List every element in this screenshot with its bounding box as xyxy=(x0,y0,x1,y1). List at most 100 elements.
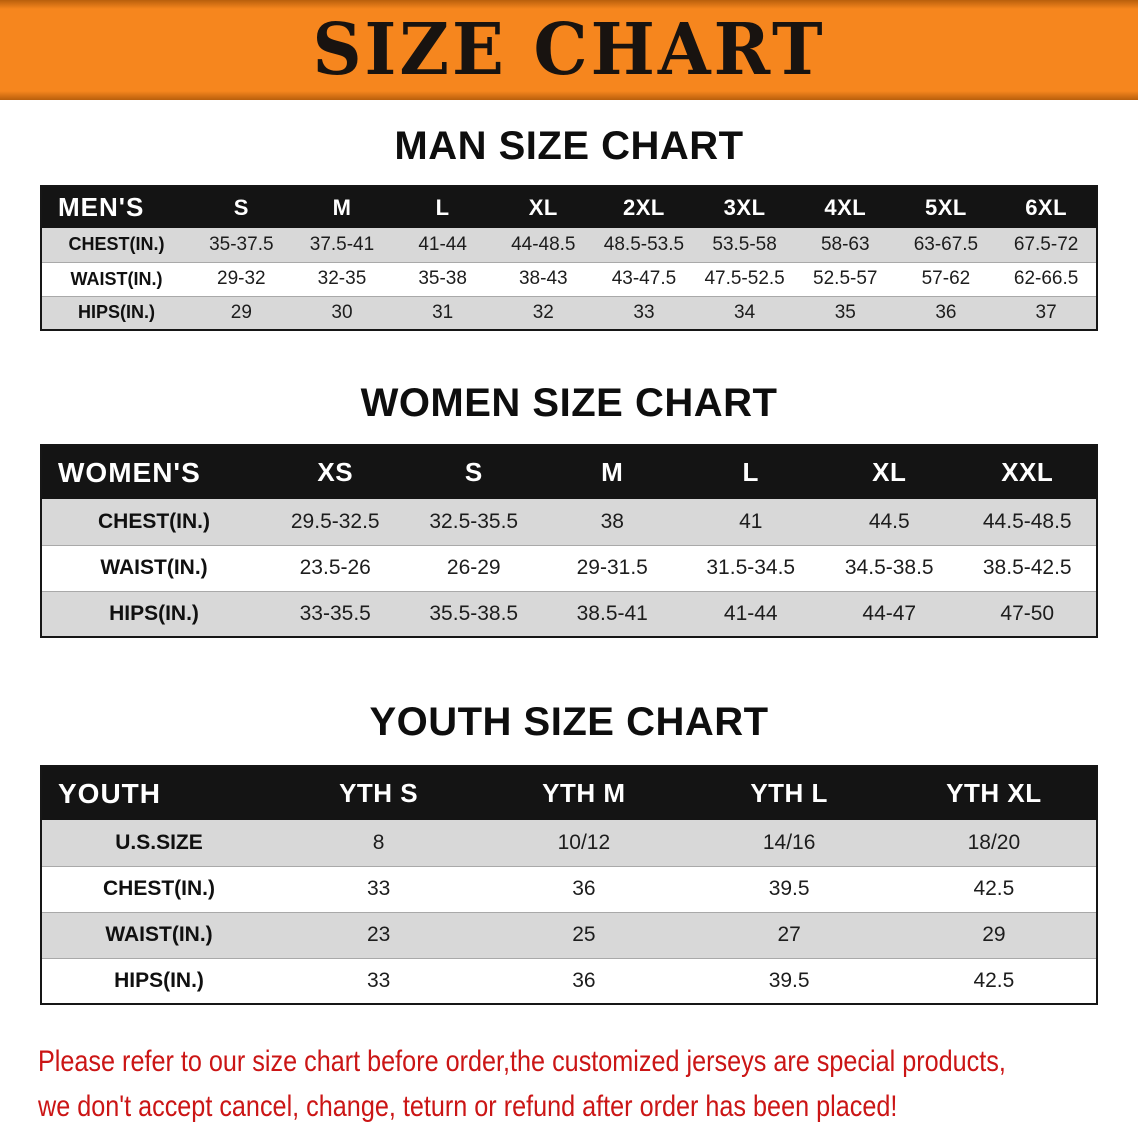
measurement-value: 57-62 xyxy=(895,261,997,296)
measurement-value: 37.5-41 xyxy=(309,233,375,255)
measurement-value: 38.5-41 xyxy=(543,590,682,637)
size-column-header: YTH S xyxy=(276,766,482,820)
measurement-value: 26-29 xyxy=(404,544,543,591)
measurement-value: 29-31.5 xyxy=(543,544,682,591)
group-label-header: WOMEN'S xyxy=(41,445,266,499)
size-column-header: L xyxy=(681,445,820,499)
size-column-header: 6XL xyxy=(996,186,1097,228)
measurement-label: CHEST(IN.) xyxy=(98,509,210,533)
measurement-row: HIPS(IN.) 33 36 39.5 42.5 xyxy=(41,957,1097,1004)
measurement-value: 27 xyxy=(686,911,892,958)
measurement-value: 36 xyxy=(481,865,687,912)
measurement-label: WAIST(IN.) xyxy=(41,261,191,296)
measurement-value: 31.5-34.5 xyxy=(681,544,820,591)
men-chart-heading: MAN SIZE CHART xyxy=(394,124,744,168)
measurement-row: CHEST(IN.) 33 36 39.5 42.5 xyxy=(41,865,1097,912)
banner: SIZE CHART xyxy=(0,0,1138,100)
measurement-value: 62-66.5 xyxy=(996,261,1097,296)
size-column-header: M xyxy=(543,445,682,499)
measurement-row: WAIST(IN.) 23 25 27 29 xyxy=(41,911,1097,958)
measurement-value: 44-48.5 xyxy=(511,233,576,255)
measurement-value: 63-67.5 xyxy=(913,233,979,255)
disclaimer-line-1: Please refer to our size chart before or… xyxy=(38,1039,1138,1084)
group-label-header: MEN'S xyxy=(41,186,191,228)
measurement-row: WAIST(IN.) 29-32 32-35 35-38 38-43 43-47.5 47.… xyxy=(41,261,1097,296)
measurement-value: 30 xyxy=(291,295,393,330)
size-column-header: XL xyxy=(820,445,959,499)
measurement-row: U.S.SIZE 8 10/12 14/16 18/20 xyxy=(41,820,1097,866)
measurement-row: HIPS(IN.) 33-35.5 35.5-38.5 38.5-41 41-44 44-… xyxy=(41,590,1097,637)
measurement-value: 34 xyxy=(694,295,795,330)
section-youth: YOUTH SIZE CHART YOUTH YTH S YTH M YTH L YTH… xyxy=(0,700,1138,1005)
youth-size-table: YOUTH YTH S YTH M YTH L YTH XL U.S.SIZE 8 10/12… xyxy=(40,765,1098,1005)
measurement-value: 42.5 xyxy=(891,957,1097,1004)
measurement-value: 8 xyxy=(372,830,385,854)
size-column-header: YTH L xyxy=(686,766,892,820)
size-column-header: YTH XL xyxy=(891,766,1097,820)
size-column-header: S xyxy=(191,186,292,228)
measurement-value: 23.5-26 xyxy=(266,544,405,591)
measurement-value: 33 xyxy=(276,865,482,912)
measurement-value: 35 xyxy=(794,295,896,330)
size-column-header: XL xyxy=(492,186,594,228)
measurement-value: 34.5-38.5 xyxy=(820,544,959,591)
measurement-value: 39.5 xyxy=(686,865,892,912)
measurement-label: WAIST(IN.) xyxy=(41,544,266,591)
measurement-label: HIPS(IN.) xyxy=(41,590,266,637)
group-label-header: YOUTH xyxy=(41,766,276,820)
measurement-value: 52.5-57 xyxy=(794,261,896,296)
measurement-label: U.S.SIZE xyxy=(115,830,203,854)
disclaimer-line-2: we don't accept cancel, change, teturn o… xyxy=(38,1084,1138,1129)
disclaimer-text: we don't accept cancel, change, teturn o… xyxy=(38,1090,898,1123)
measurement-value: 38 xyxy=(600,509,624,533)
measurement-value: 41 xyxy=(739,509,763,533)
measurement-value: 32 xyxy=(492,295,594,330)
measurement-value: 47.5-52.5 xyxy=(694,261,795,296)
size-column-header: XXL xyxy=(958,445,1097,499)
size-column-header: 2XL xyxy=(593,186,695,228)
disclaimer-text: Please refer to our size chart before or… xyxy=(38,1045,1006,1078)
measurement-label: HIPS(IN.) xyxy=(41,295,191,330)
measurement-label: WAIST(IN.) xyxy=(41,911,276,958)
measurement-value: 33-35.5 xyxy=(266,590,405,637)
size-column-header: M xyxy=(291,186,393,228)
measurement-value: 25 xyxy=(481,911,687,958)
size-column-header: 5XL xyxy=(895,186,997,228)
measurement-value: 39.5 xyxy=(686,957,892,1004)
measurement-value: 37 xyxy=(996,295,1097,330)
measurement-value: 31 xyxy=(392,295,493,330)
size-column-header: XS xyxy=(266,445,405,499)
men-size-table: MEN'S S M L XL 2XL 3XL 4XL 5XL 6XL CHEST(IN.) 35-37… xyxy=(40,185,1098,331)
measurement-label: CHEST(IN.) xyxy=(41,865,276,912)
measurement-label: HIPS(IN.) xyxy=(41,957,276,1004)
women-chart-heading: WOMEN SIZE CHART xyxy=(360,381,778,425)
measurement-value: 29 xyxy=(891,911,1097,958)
measurement-value: 44-47 xyxy=(820,590,959,637)
measurement-value: 41-44 xyxy=(681,590,820,637)
measurement-row: CHEST(IN.) 35-37.5 37.5-41 41-44 44-48.5 48.5… xyxy=(41,228,1097,262)
measurement-value: 35-38 xyxy=(392,261,493,296)
measurement-value: 48.5-53.5 xyxy=(603,233,685,255)
header-row: WOMEN'S XS S M L XL XXL xyxy=(41,445,1097,499)
disclaimer: Please refer to our size chart before or… xyxy=(38,1039,1138,1129)
measurement-value: 67.5-72 xyxy=(1013,233,1079,255)
measurement-value: 47-50 xyxy=(958,590,1097,637)
measurement-value: 36 xyxy=(481,957,687,1004)
measurement-value: 36 xyxy=(895,295,997,330)
size-column-header: 3XL xyxy=(694,186,795,228)
women-size-table: WOMEN'S XS S M L XL XXL CHEST(IN.) 29.5-32.5 32.5… xyxy=(40,444,1098,638)
size-column-header: L xyxy=(392,186,493,228)
measurement-value: 23 xyxy=(276,911,482,958)
measurement-value: 10/12 xyxy=(557,830,611,854)
measurement-row: CHEST(IN.) 29.5-32.5 32.5-35.5 38 41 44.5 44.5… xyxy=(41,499,1097,545)
measurement-value: 29-32 xyxy=(191,261,292,296)
measurement-value: 58-63 xyxy=(820,233,870,255)
page-title: SIZE CHART xyxy=(312,8,826,92)
measurement-value: 53.5-58 xyxy=(712,233,777,255)
youth-chart-heading: YOUTH SIZE CHART xyxy=(369,700,769,744)
section-women: WOMEN SIZE CHART WOMEN'S XS S M L XL XXL CHEST(… xyxy=(0,381,1138,638)
measurement-value: 32-35 xyxy=(291,261,393,296)
size-column-header: YTH M xyxy=(481,766,687,820)
measurement-value: 35-37.5 xyxy=(209,233,274,255)
